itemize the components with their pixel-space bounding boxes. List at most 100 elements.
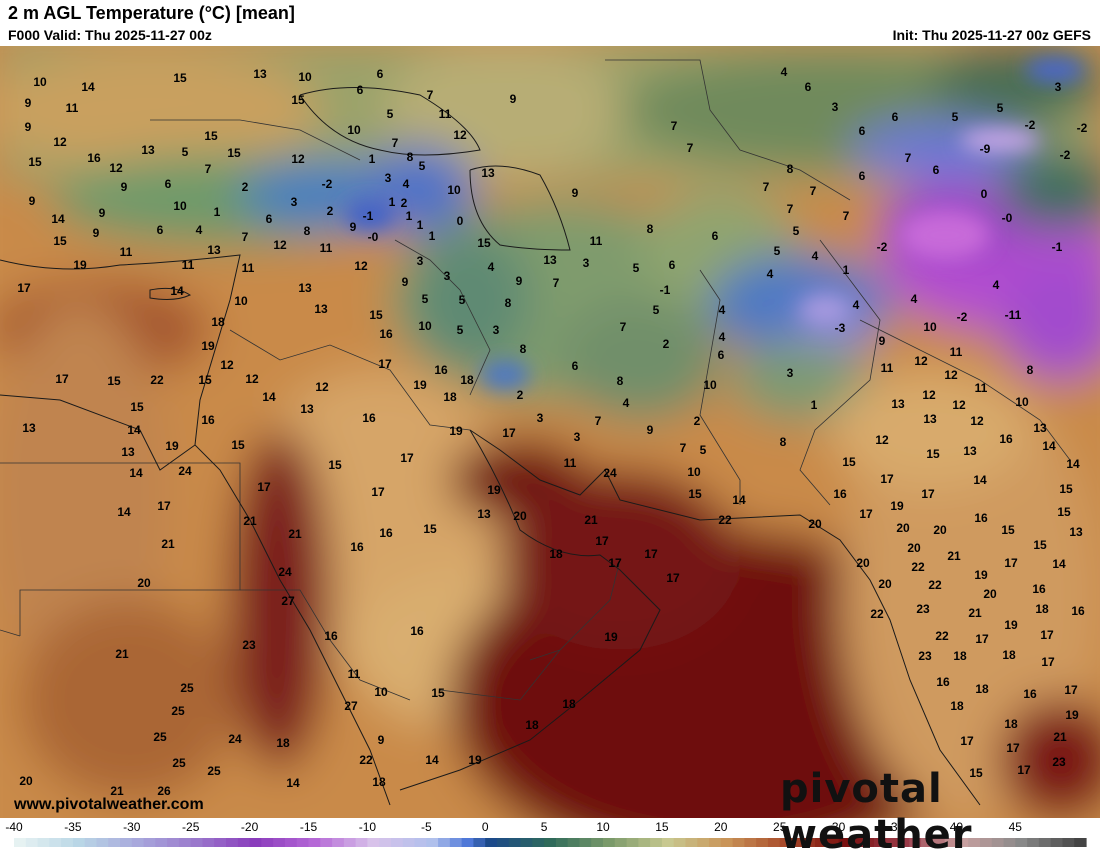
legend-swatch	[579, 838, 592, 847]
temperature-label: 13	[141, 143, 155, 157]
temperature-label: 11	[242, 261, 255, 275]
temperature-label: 27	[281, 594, 295, 608]
temperature-label: 10	[33, 75, 47, 89]
temperature-label: 11	[66, 101, 79, 115]
temperature-label: -2	[1025, 118, 1036, 132]
country-borders	[0, 59, 1071, 701]
temperature-label: 6	[859, 169, 866, 183]
temperature-label: 4	[719, 303, 726, 317]
temperature-label: 10	[687, 465, 701, 479]
temperature-label: 1	[214, 205, 221, 219]
temperature-label: 22	[359, 753, 373, 767]
legend-swatch	[720, 838, 734, 847]
temperature-label: 9	[121, 180, 128, 194]
temperature-label: 15	[423, 522, 437, 536]
temperature-label: 3	[583, 256, 590, 270]
temperature-label: 9	[99, 206, 106, 220]
temperature-label: 11	[348, 667, 361, 681]
temperature-label: 2	[663, 337, 670, 351]
temperature-label: 16	[936, 675, 950, 689]
temperature-label: 8	[304, 224, 311, 238]
temperature-label: 4	[623, 396, 630, 410]
temperature-label: 2	[694, 414, 701, 428]
legend-swatch	[14, 838, 27, 847]
temperature-label: 17	[400, 451, 414, 465]
legend-swatch	[850, 838, 863, 847]
temperature-label: 17	[502, 426, 516, 440]
temperature-label: 3	[444, 269, 451, 283]
temperature-label: 1	[417, 218, 424, 232]
temperature-label: 21	[947, 549, 961, 563]
temperature-label: 16	[201, 413, 215, 427]
temperature-label: 18	[562, 697, 576, 711]
temperature-label: 14	[425, 753, 439, 767]
temperature-label: 12	[220, 358, 234, 372]
legend-swatch	[343, 838, 357, 847]
legend-swatch	[167, 838, 180, 847]
legend-swatch	[402, 838, 416, 847]
legend-tick-label: 40	[950, 820, 964, 834]
temperature-label: 15	[53, 234, 67, 248]
temperature-label: 17	[55, 372, 69, 386]
temperature-label: 12	[453, 128, 467, 142]
temperature-label: 11	[950, 345, 963, 359]
temperature-label: 11	[564, 456, 577, 470]
temperature-label: 9	[29, 194, 36, 208]
legend-swatch	[685, 838, 698, 847]
temperature-label: 24	[278, 565, 292, 579]
map-title: 2 m AGL Temperature (°C) [mean]	[8, 3, 295, 23]
temperature-label: 6	[377, 67, 384, 81]
temperature-label: 10	[923, 320, 937, 334]
temperature-label: -1	[660, 283, 671, 297]
temperature-label: 5	[952, 110, 959, 124]
legend-swatch	[379, 838, 392, 847]
temperature-label: 17	[608, 556, 622, 570]
legend-swatch	[1015, 838, 1028, 847]
legend-swatch	[803, 838, 816, 847]
temperature-label: 19	[890, 499, 904, 513]
temperature-label: 6	[712, 229, 719, 243]
temperature-label: 8	[505, 296, 512, 310]
temperature-label: 25	[153, 730, 167, 744]
temperature-label: 17	[378, 357, 392, 371]
temperature-label: 7	[687, 141, 694, 155]
temperature-label: 1	[406, 209, 413, 223]
temperature-label: 20	[983, 587, 997, 601]
temperature-label: 14	[973, 473, 987, 487]
temperature-label: 5	[422, 292, 429, 306]
source-url[interactable]: www.pivotalweather.com	[14, 796, 204, 813]
temperature-label: 10	[347, 123, 361, 137]
temperature-label: 21	[968, 606, 982, 620]
legend-swatch	[155, 838, 168, 847]
temperature-label: 25	[180, 681, 194, 695]
temperature-label: 15	[204, 129, 218, 143]
temperature-label: 13	[1069, 525, 1083, 539]
temperature-label: 9	[378, 733, 385, 747]
temperature-label: 20	[137, 576, 151, 590]
temperature-label: 18	[953, 649, 967, 663]
temperature-label: 22	[911, 560, 925, 574]
temperature-label: 12	[944, 368, 958, 382]
temperature-label: 21	[110, 784, 124, 798]
legend-swatch	[603, 838, 616, 847]
temperature-label: 5	[997, 101, 1004, 115]
temperature-label: 7	[427, 88, 434, 102]
temperature-label: 16	[350, 540, 364, 554]
temperature-label: 14	[1052, 557, 1066, 571]
temperature-label: 11	[881, 361, 894, 375]
map-header: 2 m AGL Temperature (°C) [mean] F000 Val…	[0, 0, 1100, 46]
temperature-label: 12	[273, 238, 287, 252]
legend-swatch	[308, 838, 321, 847]
temperature-label: 2	[401, 196, 408, 210]
temperature-label: 6	[669, 258, 676, 272]
temperature-label: 18	[1035, 602, 1049, 616]
temperature-label: 9	[572, 186, 579, 200]
temperature-label: 11	[439, 107, 452, 121]
temperature-label: 6	[157, 223, 164, 237]
legend-ticks: -40 -35 -30 -25 -20 -15 -10 -5 0 5 10 15 20 25 30 35 40 4…	[5, 820, 1022, 834]
temperature-label: 27	[344, 699, 358, 713]
temperature-label: 20	[878, 577, 892, 591]
temperature-label: 25	[171, 704, 185, 718]
legend-swatch	[332, 838, 345, 847]
